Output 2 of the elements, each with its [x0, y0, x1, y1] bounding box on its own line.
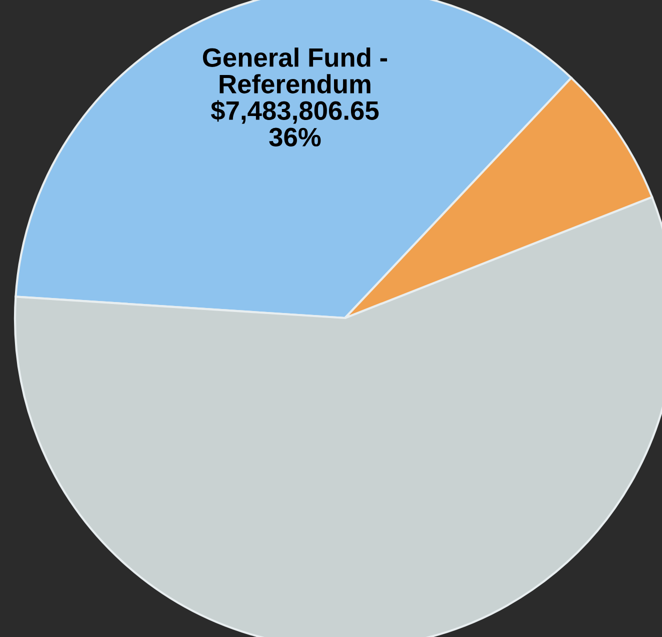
slice-label: General Fund - Referendum — [202, 48, 388, 94]
data-label: $7,483,806.65 36% — [210, 100, 379, 147]
